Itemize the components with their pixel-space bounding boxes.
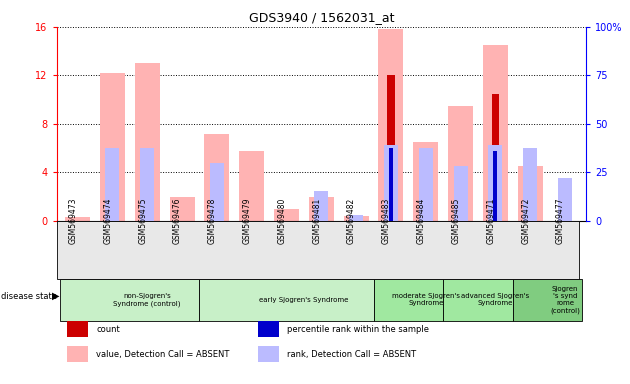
Bar — [140, 148, 154, 221]
Bar — [518, 166, 542, 221]
Text: advanced Sjogren's
Syndrome: advanced Sjogren's Syndrome — [461, 293, 529, 306]
Text: non-Sjogren's
Syndrome (control): non-Sjogren's Syndrome (control) — [113, 293, 181, 307]
Text: GSM569480: GSM569480 — [277, 198, 287, 244]
Text: GSM569474: GSM569474 — [103, 198, 112, 244]
Bar — [239, 151, 264, 221]
Text: disease state: disease state — [1, 291, 57, 301]
Bar — [374, 279, 443, 321]
Bar — [258, 346, 279, 362]
Bar — [65, 217, 90, 221]
Text: GSM569477: GSM569477 — [556, 198, 565, 244]
Bar — [169, 197, 195, 221]
Bar — [389, 148, 393, 221]
Bar — [67, 346, 88, 362]
Bar — [558, 179, 572, 221]
Bar — [309, 197, 334, 221]
Bar — [513, 279, 582, 321]
Bar — [200, 279, 374, 321]
Text: ▶: ▶ — [52, 291, 60, 301]
Bar — [210, 163, 224, 221]
Bar — [135, 63, 160, 221]
Bar — [100, 73, 125, 221]
Text: rank, Detection Call = ABSENT: rank, Detection Call = ABSENT — [287, 350, 416, 359]
Text: Sjogren
's synd
rome
(control): Sjogren 's synd rome (control) — [550, 286, 580, 314]
Text: GSM569471: GSM569471 — [486, 198, 495, 244]
Text: GSM569485: GSM569485 — [452, 198, 461, 244]
Bar — [384, 144, 398, 221]
Bar — [491, 94, 499, 221]
Bar — [454, 166, 467, 221]
Bar — [258, 321, 279, 338]
Bar — [57, 221, 579, 279]
Bar — [448, 106, 473, 221]
Bar — [483, 45, 508, 221]
Text: percentile rank within the sample: percentile rank within the sample — [287, 325, 429, 334]
Text: value, Detection Call = ABSENT: value, Detection Call = ABSENT — [96, 350, 230, 359]
Bar — [488, 144, 502, 221]
Text: GSM569475: GSM569475 — [138, 198, 147, 244]
Text: GSM569476: GSM569476 — [173, 198, 182, 244]
Bar — [314, 191, 328, 221]
Text: moderate Sjogren's
Syndrome: moderate Sjogren's Syndrome — [392, 293, 460, 306]
Bar — [105, 148, 119, 221]
Text: GSM569478: GSM569478 — [208, 198, 217, 244]
Title: GDS3940 / 1562031_at: GDS3940 / 1562031_at — [249, 11, 394, 24]
Bar — [413, 142, 438, 221]
Bar — [387, 75, 395, 221]
Bar — [379, 29, 403, 221]
Text: count: count — [96, 325, 120, 334]
Bar — [524, 148, 537, 221]
Text: GSM569483: GSM569483 — [382, 198, 391, 244]
Bar — [443, 279, 513, 321]
Text: early Sjogren's Syndrome: early Sjogren's Syndrome — [259, 297, 348, 303]
Bar — [274, 209, 299, 221]
Text: GSM569481: GSM569481 — [312, 198, 321, 244]
Bar — [493, 151, 498, 221]
Bar — [67, 321, 88, 338]
Text: GSM569473: GSM569473 — [69, 198, 77, 244]
Bar — [204, 134, 229, 221]
Text: GSM569479: GSM569479 — [243, 198, 251, 244]
Bar — [349, 215, 363, 221]
Text: GSM569482: GSM569482 — [347, 198, 356, 244]
Bar — [343, 216, 369, 221]
Text: GSM569484: GSM569484 — [417, 198, 426, 244]
Bar — [419, 148, 433, 221]
Text: GSM569472: GSM569472 — [521, 198, 530, 244]
Bar — [60, 279, 200, 321]
